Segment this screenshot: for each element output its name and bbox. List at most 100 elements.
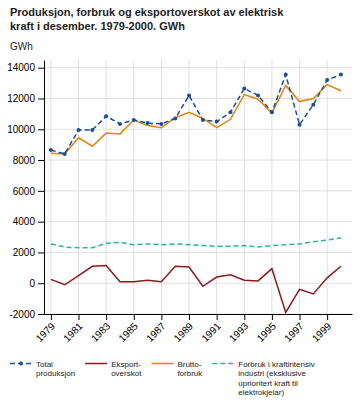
x-tick: 1993 bbox=[227, 314, 251, 344]
x-tick: 1997 bbox=[282, 314, 306, 344]
series-marker bbox=[228, 110, 232, 114]
y-tick-mark bbox=[38, 222, 44, 223]
legend-marker bbox=[19, 362, 23, 366]
legend-label-line: uprioritert kraft til bbox=[238, 379, 298, 388]
y-tick: -2000 bbox=[9, 309, 44, 320]
x-tick-label: 1993 bbox=[227, 320, 251, 344]
grid-line-x bbox=[327, 60, 328, 314]
series-marker bbox=[298, 123, 302, 127]
plot-area bbox=[49, 73, 343, 313]
x-tick-label: 1985 bbox=[116, 320, 140, 344]
y-tick-label: 0 bbox=[29, 278, 35, 289]
legend-item: Brutto-forbruk bbox=[151, 360, 203, 379]
grid-line-y bbox=[44, 129, 352, 130]
series-marker bbox=[201, 118, 205, 122]
chart-container: Produksjon, forbruk og eksportoverskot a… bbox=[0, 0, 364, 408]
x-axis: 1979198119831985198719891991199319951997… bbox=[34, 314, 353, 344]
y-axis: -2000 0 2000 4000 6000 8000 10000 12000 14000 bbox=[7, 61, 44, 320]
x-tick-label: 1983 bbox=[89, 320, 113, 344]
title-line: Produksjon, forbruk og eksportoverskot a… bbox=[10, 6, 284, 18]
x-tick-label: 1991 bbox=[199, 320, 223, 344]
x-tick-mark bbox=[327, 314, 328, 320]
legend-label-line: Total bbox=[36, 360, 53, 369]
y-tick-mark bbox=[38, 252, 44, 253]
y-tick-label: -2000 bbox=[9, 309, 35, 320]
legend: TotalproduksjonEksport-overskotBrutto-fo… bbox=[10, 360, 315, 398]
series-marker bbox=[159, 122, 163, 126]
x-tick: 1991 bbox=[199, 314, 223, 344]
series-marker bbox=[146, 121, 150, 125]
y-tick: 6000 bbox=[13, 186, 44, 197]
y-tick: 14000 bbox=[7, 62, 44, 73]
x-tick: 1987 bbox=[144, 314, 168, 344]
y-tick-label: 14000 bbox=[7, 62, 35, 73]
grid-line-x bbox=[271, 60, 272, 314]
title-line: kraft i desember. 1979-2000. GWh bbox=[10, 20, 185, 32]
grid-line-y bbox=[44, 98, 352, 99]
x-tick-mark bbox=[272, 314, 273, 320]
series-marker bbox=[242, 86, 246, 90]
x-tick-label: 1987 bbox=[144, 320, 168, 344]
y-tick-mark bbox=[38, 283, 44, 284]
x-tick-mark bbox=[300, 314, 301, 320]
x-tick-label: 1989 bbox=[172, 320, 196, 344]
legend-swatch bbox=[212, 363, 234, 365]
x-tick-mark bbox=[189, 314, 190, 320]
grid-line-y bbox=[44, 252, 352, 253]
x-tick-mark bbox=[134, 314, 135, 320]
x-tick-mark bbox=[106, 314, 107, 320]
y-axis-label: GWh bbox=[10, 41, 33, 52]
series-marker bbox=[118, 122, 122, 126]
series-marker bbox=[284, 73, 288, 77]
legend-item: Totalproduksjon bbox=[10, 360, 75, 379]
y-tick: 2000 bbox=[13, 247, 44, 258]
x-tick-mark bbox=[161, 314, 162, 320]
y-tick-mark bbox=[38, 129, 44, 130]
x-tick-mark bbox=[217, 314, 218, 320]
series-marker bbox=[173, 116, 177, 120]
x-tick: 1985 bbox=[116, 314, 140, 344]
y-tick-label: 8000 bbox=[13, 155, 36, 166]
y-tick: 0 bbox=[29, 278, 44, 289]
series-marker bbox=[270, 110, 274, 114]
y-tick: 10000 bbox=[7, 124, 44, 135]
legend-label: Totalproduksjon bbox=[36, 360, 75, 379]
x-axis-line bbox=[45, 314, 353, 315]
x-tick: 1989 bbox=[172, 314, 196, 344]
x-tick-label: 1999 bbox=[310, 320, 334, 344]
legend-swatch bbox=[85, 363, 107, 365]
legend-item: Forbruk i kraftintensivindustri (eksklus… bbox=[212, 360, 314, 398]
grid-line-x bbox=[299, 60, 300, 314]
grid-line-y bbox=[44, 221, 352, 222]
x-tick-label: 1979 bbox=[34, 320, 58, 344]
grid-line-x bbox=[50, 60, 51, 314]
series-marker bbox=[215, 120, 219, 124]
y-tick: 8000 bbox=[13, 155, 44, 166]
y-tick-mark bbox=[38, 191, 44, 192]
series-marker bbox=[325, 78, 329, 82]
legend-label: Forbruk i kraftintensivindustri (eksklus… bbox=[238, 360, 314, 398]
y-tick: 4000 bbox=[13, 216, 44, 227]
series-marker bbox=[104, 114, 108, 118]
grid-line-x bbox=[189, 60, 190, 314]
series-line bbox=[51, 238, 341, 248]
y-tick: 12000 bbox=[7, 93, 44, 104]
series-marker bbox=[187, 93, 191, 97]
grid-line-x bbox=[106, 60, 107, 314]
x-tick-mark bbox=[51, 314, 52, 320]
grid-line-y bbox=[44, 283, 352, 284]
series-marker bbox=[90, 128, 94, 132]
series-marker bbox=[256, 93, 260, 97]
y-tick-mark bbox=[38, 160, 44, 161]
grid-line-x bbox=[244, 60, 245, 314]
legend-label-line: forbruk bbox=[177, 369, 203, 378]
grid-line-y bbox=[44, 314, 352, 315]
x-tick: 1983 bbox=[89, 314, 113, 344]
legend-label-line: Forbruk i kraftintensiv bbox=[238, 360, 314, 369]
y-axis-line bbox=[44, 61, 45, 315]
x-tick-label: 1995 bbox=[255, 320, 279, 344]
x-tick-mark bbox=[79, 314, 80, 320]
series-line bbox=[51, 266, 341, 313]
legend-label: Brutto-forbruk bbox=[177, 360, 203, 379]
legend-label-line: produksjon bbox=[36, 369, 75, 378]
